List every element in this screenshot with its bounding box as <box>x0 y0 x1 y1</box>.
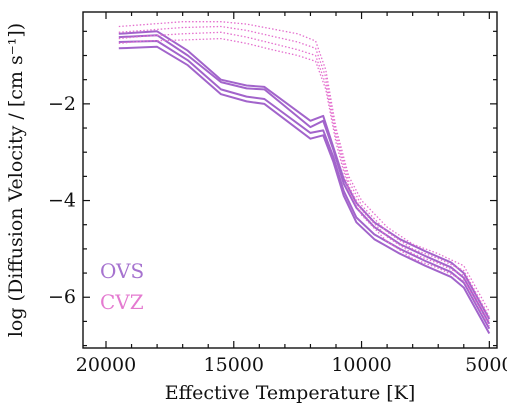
ovs-series-line-1 <box>118 30 491 320</box>
tick-labels: 20000 15000 10000 5000 −2 −4 −6 <box>48 93 507 376</box>
ovs-series-line-3 <box>118 40 491 330</box>
ovs-series-line-4 <box>118 45 491 334</box>
cvz-series-line-4 <box>118 37 490 327</box>
cvz-series-line-2 <box>118 25 490 317</box>
plot-frame <box>82 11 498 349</box>
legend-label-ovs: OVS <box>100 259 144 283</box>
y-tick-label: −2 <box>48 93 76 115</box>
axis-ticks <box>83 12 497 348</box>
y-tick-label: −6 <box>48 286 76 308</box>
x-axis-label: Effective Temperature [K] <box>165 382 416 404</box>
y-tick-label: −4 <box>48 190 76 212</box>
x-tick-label: 20000 <box>76 354 136 376</box>
cvz-series-line-1 <box>118 21 490 313</box>
y-axis-label: log (Diffusion Velocity / [cm s⁻¹]) <box>5 23 27 337</box>
x-tick-label: 15000 <box>204 354 264 376</box>
x-tick-label: 5000 <box>465 354 507 376</box>
series-lines <box>118 21 491 334</box>
legend-label-cvz: CVZ <box>100 290 144 314</box>
cvz-series-line-3 <box>118 31 490 322</box>
ovs-series-line-2 <box>118 34 491 325</box>
x-tick-label: 10000 <box>331 354 391 376</box>
